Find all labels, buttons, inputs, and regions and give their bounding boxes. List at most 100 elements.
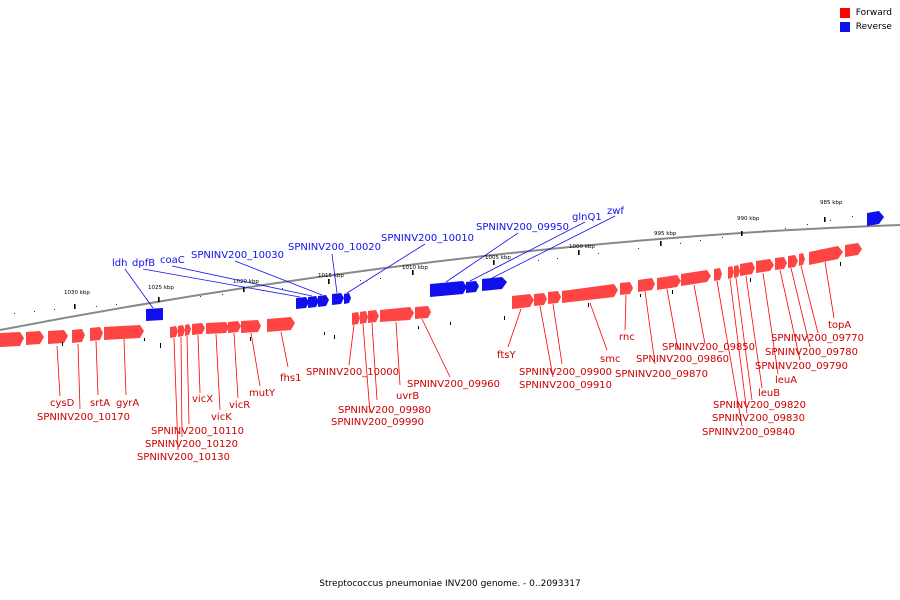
forward-gene-vicK[interactable] — [206, 322, 229, 334]
gene-label-10170[interactable]: SPNINV200_10170 — [37, 412, 130, 423]
gene-label-10020[interactable]: SPNINV200_10020 — [288, 242, 381, 253]
gene-label-uvrB[interactable]: uvrB — [396, 391, 419, 402]
forward-gene-vicR[interactable] — [228, 321, 241, 333]
forward-gene-srtA[interactable] — [48, 330, 68, 344]
forward-gene-srtA2[interactable] — [72, 329, 85, 343]
forward-gene-vicX[interactable] — [192, 323, 205, 335]
reverse-gene-10010a[interactable] — [344, 293, 351, 304]
gene-label-cysD[interactable]: cysD — [50, 398, 75, 409]
gene-label-10000[interactable]: SPNINV200_10000 — [306, 367, 399, 378]
forward-gene-uvrB[interactable] — [380, 307, 414, 322]
forward-gene-09820[interactable] — [734, 265, 740, 278]
forward-gene-gyrA-a[interactable] — [90, 327, 103, 341]
gene-label-10130[interactable]: SPNINV200_10130 — [137, 452, 230, 463]
gene-label-09860[interactable]: SPNINV200_09860 — [636, 354, 729, 365]
forward-gene-cysD[interactable] — [0, 332, 24, 347]
reverse-gene-dpfB[interactable] — [296, 297, 309, 309]
tick-label-985: 985 kbp — [820, 200, 843, 206]
reverse-genes — [146, 211, 884, 321]
forward-gene-09910[interactable] — [534, 293, 547, 306]
gene-label-09960[interactable]: SPNINV200_09960 — [407, 379, 500, 390]
reverse-gene-10030[interactable] — [318, 295, 329, 307]
forward-gene-leuA[interactable] — [756, 259, 774, 273]
forward-gene-09990[interactable] — [360, 311, 368, 324]
forward-gene-09860[interactable] — [657, 275, 681, 290]
gene-label-09910[interactable]: SPNINV200_09910 — [519, 380, 612, 391]
forward-gene-smc[interactable] — [562, 284, 618, 303]
forward-gene-10130[interactable] — [170, 326, 178, 338]
gene-label-zwf[interactable]: zwf — [607, 206, 624, 217]
gene-label-leuA[interactable]: leuA — [775, 375, 797, 386]
gene-label-smc[interactable]: smc — [600, 354, 620, 365]
forward-gene-09980[interactable] — [368, 310, 379, 323]
gene-label-09900[interactable]: SPNINV200_09900 — [519, 367, 612, 378]
gene-label-10120[interactable]: SPNINV200_10120 — [145, 439, 238, 450]
gene-label-09870[interactable]: SPNINV200_09870 — [615, 369, 708, 380]
reverse-gene-09950[interactable] — [466, 281, 479, 293]
reverse-gene-glnQ1[interactable] — [482, 277, 507, 291]
gene-label-09980[interactable]: SPNINV200_09980 — [338, 405, 431, 416]
forward-gene-09830[interactable] — [728, 266, 734, 279]
gene-label-09840[interactable]: SPNINV200_09840 — [702, 427, 795, 438]
tick-label-1010: 1010 kbp — [402, 265, 428, 271]
gene-label-09990[interactable]: SPNINV200_09990 — [331, 417, 424, 428]
forward-gene-09770[interactable] — [799, 253, 805, 266]
forward-gene-topA[interactable] — [809, 246, 843, 265]
gene-label-10010[interactable]: SPNINV200_10010 — [381, 233, 474, 244]
forward-gene-09780[interactable] — [788, 255, 798, 268]
gene-label-glnQ1[interactable]: glnQ1 — [572, 212, 602, 223]
gene-label-09820[interactable]: SPNINV200_09820 — [713, 400, 806, 411]
gene-label-09950[interactable]: SPNINV200_09950 — [476, 222, 569, 233]
reverse-gene-ldh[interactable] — [146, 308, 163, 321]
reverse-gene-coaC[interactable] — [308, 296, 319, 308]
gene-label-mutY[interactable]: mutY — [249, 388, 276, 399]
gene-label-09850[interactable]: SPNINV200_09850 — [662, 342, 755, 353]
forward-gene-ftsY[interactable] — [512, 294, 534, 309]
gene-label-vicR[interactable]: vicR — [229, 400, 250, 411]
gene-label-09830[interactable]: SPNINV200_09830 — [712, 413, 805, 424]
gene-label-vicX[interactable]: vicX — [192, 394, 213, 405]
forward-gene-rnc[interactable] — [620, 282, 633, 295]
gene-label-ftsY[interactable]: ftsY — [497, 350, 516, 361]
gene-label-topA[interactable]: topA — [828, 320, 851, 331]
forward-gene-gyrA[interactable] — [104, 325, 144, 340]
forward-gene-10170[interactable] — [26, 331, 44, 345]
gene-label-leuB[interactable]: leuB — [758, 388, 780, 399]
gene-label-fhs1[interactable]: fhs1 — [280, 373, 301, 384]
tick-label-990: 990 kbp — [737, 216, 760, 222]
gene-label-coaC[interactable]: coaC — [160, 255, 185, 266]
gene-label-09790[interactable]: SPNINV200_09790 — [755, 361, 848, 372]
reverse-gene-10020[interactable] — [332, 293, 344, 305]
gene-label-rnc[interactable]: rnc — [619, 332, 635, 343]
forward-gene-09790[interactable] — [775, 257, 787, 270]
gene-label-10110[interactable]: SPNINV200_10110 — [151, 426, 244, 437]
gene-label-09780[interactable]: SPNINV200_09780 — [765, 347, 858, 358]
forward-gene-09840[interactable] — [714, 268, 722, 281]
gene-label-ldh[interactable]: ldh — [112, 258, 127, 269]
forward-gene-09900[interactable] — [548, 291, 561, 304]
gene-label-dpfB[interactable]: dpfB — [132, 258, 155, 269]
forward-labels: cysD SPNINV200_10170 srtA gyrA vicX vicK… — [37, 320, 864, 463]
gene-label-09770[interactable]: SPNINV200_09770 — [771, 333, 864, 344]
forward-gene-10120[interactable] — [178, 325, 185, 337]
legend-forward-label: Forward — [855, 8, 892, 18]
gene-label-gyrA[interactable]: gyrA — [116, 398, 139, 409]
legend-reverse-label: Reverse — [855, 22, 892, 32]
tick-label-995: 995 kbp — [654, 231, 677, 237]
reverse-gene-zwf[interactable] — [867, 211, 884, 226]
gene-label-srtA[interactable]: srtA — [90, 398, 110, 409]
forward-gene-09960[interactable] — [415, 306, 431, 319]
forward-gene-09870[interactable] — [638, 278, 655, 292]
forward-gene-10110[interactable] — [185, 324, 191, 336]
gene-label-vicK[interactable]: vicK — [211, 412, 232, 423]
forward-gene-topA2[interactable] — [845, 243, 862, 257]
reverse-gene-10010[interactable] — [430, 281, 467, 297]
legend-row-forward: Forward — [839, 8, 892, 18]
forward-gene-mutY[interactable] — [241, 320, 261, 333]
gene-label-10030[interactable]: SPNINV200_10030 — [191, 250, 284, 261]
forward-gene-09850[interactable] — [681, 270, 711, 286]
forward-gene-leuB[interactable] — [740, 262, 755, 276]
forward-gene-10000[interactable] — [352, 312, 360, 325]
forward-gene-fhs1[interactable] — [267, 317, 295, 332]
